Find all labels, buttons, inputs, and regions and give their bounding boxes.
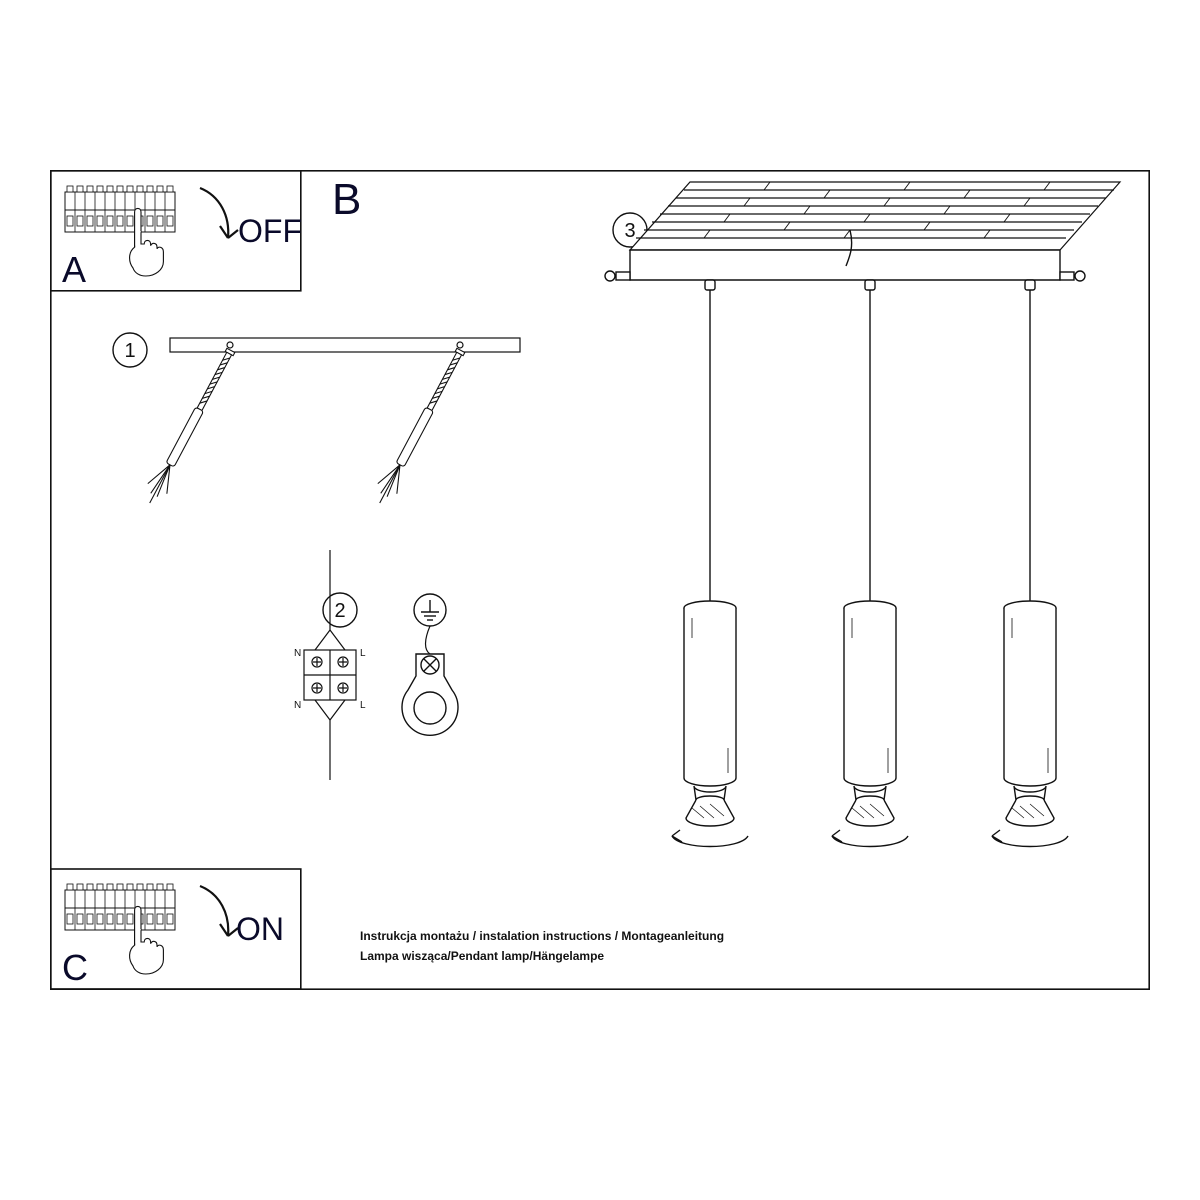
panel-c: ON C: [51, 869, 301, 989]
panel-a: OFF A: [51, 171, 302, 291]
wire-l-top: L: [360, 648, 366, 659]
panel-a-letter: A: [62, 249, 86, 290]
wire-n-bot: N: [294, 700, 301, 711]
step-3-number: 3: [624, 220, 635, 242]
panel-c-state: ON: [236, 911, 284, 947]
wire-n-top: N: [294, 648, 301, 659]
step-3: 3: [605, 182, 1120, 847]
step-1: 1: [113, 333, 520, 508]
footer-line-1: Instrukcja montażu / instalation instruc…: [360, 929, 724, 943]
wire-l-bot: L: [360, 700, 366, 711]
footer: Instrukcja montażu / instalation instruc…: [360, 929, 724, 963]
panel-c-letter: C: [62, 947, 88, 988]
step-2: 2 N L N L: [294, 550, 458, 780]
outer-frame: [51, 171, 1149, 989]
diagram-svg: OFF A ON C B 1 2: [50, 170, 1150, 990]
step-1-number: 1: [124, 340, 135, 362]
panel-b-letter: B: [332, 175, 361, 224]
footer-line-2: Lampa wisząca/Pendant lamp/Hängelampe: [360, 949, 604, 963]
instruction-sheet: OFF A ON C B 1 2: [50, 170, 1150, 990]
panel-a-state: OFF: [238, 213, 302, 249]
step-2-number: 2: [334, 600, 345, 622]
